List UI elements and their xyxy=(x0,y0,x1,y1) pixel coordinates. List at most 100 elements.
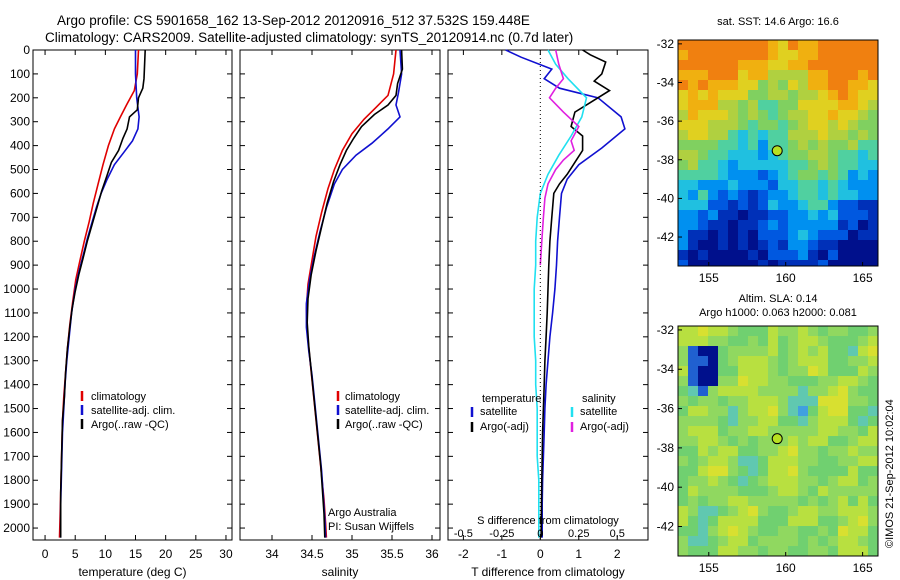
sst-map-cell xyxy=(808,230,818,240)
sst-map-cell xyxy=(848,180,858,190)
sst-map-cell xyxy=(728,200,738,210)
sla-map-ytick-label: -40 xyxy=(657,480,675,494)
sla-map-cell xyxy=(738,466,748,476)
sst-map-cell xyxy=(738,190,748,200)
sla-map-cell xyxy=(808,436,818,446)
sst-map-cell xyxy=(818,150,828,160)
sla-map-cell xyxy=(798,366,808,376)
sla-map-cell xyxy=(678,526,688,536)
sla-map-cell xyxy=(818,396,828,406)
sst-map-cell xyxy=(758,180,768,190)
sst-map-cell xyxy=(858,140,868,150)
sla-map-cell xyxy=(778,506,788,516)
sst-map-cell xyxy=(818,170,828,180)
sla-map-cell xyxy=(828,346,838,356)
sla-map-cell xyxy=(708,356,718,366)
sst-map-cell xyxy=(678,140,688,150)
sst-map-cell xyxy=(678,150,688,160)
sst-map-cell xyxy=(828,110,838,120)
sst-map-cell xyxy=(738,40,748,50)
sst-map-cell xyxy=(768,100,778,110)
sla-map-cell xyxy=(828,416,838,426)
sst-map-cell xyxy=(828,40,838,50)
sst-map-cell xyxy=(678,170,688,180)
sla-map-cell xyxy=(788,456,798,466)
sst-map-cell xyxy=(728,40,738,50)
sla-map-cell xyxy=(738,336,748,346)
sla-map-cell xyxy=(868,546,878,556)
sla-map-cell xyxy=(778,526,788,536)
sla-map-cell xyxy=(698,436,708,446)
sst-map-cell xyxy=(838,70,848,80)
sst-map-cell xyxy=(858,80,868,90)
sst-map-cell xyxy=(848,250,858,260)
sla-map-cell xyxy=(678,496,688,506)
sla-map-cell xyxy=(678,396,688,406)
sst-map-cell xyxy=(868,180,878,190)
sla-map-cell xyxy=(708,466,718,476)
sla-map-cell xyxy=(678,456,688,466)
sla-map-cell xyxy=(718,496,728,506)
sst-map-cell xyxy=(838,120,848,130)
sla-map-cell xyxy=(698,406,708,416)
sla-map-cell xyxy=(868,436,878,446)
sla-map-cell xyxy=(778,416,788,426)
sst-map-cell xyxy=(828,150,838,160)
sla-map-cell xyxy=(818,456,828,466)
sst-map-cell xyxy=(758,190,768,200)
temperature-ytick-label: 1900 xyxy=(3,497,30,511)
difference-legend-entry: Argo(-adj) xyxy=(480,421,529,433)
sst-map-cell xyxy=(728,130,738,140)
sla-map-cell xyxy=(838,376,848,386)
sla-map-cell xyxy=(688,416,698,426)
sla-map-cell xyxy=(828,386,838,396)
sst-map-cell xyxy=(868,250,878,260)
sst-map-cell xyxy=(868,50,878,60)
sst-map-cell xyxy=(738,110,748,120)
sla-map-cell xyxy=(838,446,848,456)
sst-map-cell xyxy=(708,230,718,240)
sla-map-cell xyxy=(798,446,808,456)
sst-map-cell xyxy=(798,70,808,80)
sst-map-cell xyxy=(788,50,798,60)
sla-map-cell xyxy=(838,326,848,336)
sla-map-cell xyxy=(758,406,768,416)
sst-map-cell xyxy=(848,190,858,200)
sla-map-cell xyxy=(818,546,828,556)
sst-map-cell xyxy=(758,160,768,170)
sst-map-cell xyxy=(818,100,828,110)
sla-map-cell xyxy=(788,386,798,396)
sla-map-cell xyxy=(848,346,858,356)
sst-map-cell xyxy=(698,260,708,266)
sst-map-cell xyxy=(678,120,688,130)
sst-map-cell xyxy=(708,60,718,70)
sla-map-cell xyxy=(838,436,848,446)
sst-map-cell xyxy=(778,170,788,180)
sla-map-cell xyxy=(748,526,758,536)
sst-map-cell xyxy=(868,70,878,80)
sst-map-cell xyxy=(688,190,698,200)
sla-map-cell xyxy=(838,386,848,396)
difference-series-salinity-cyan xyxy=(533,49,588,538)
sla-map-cell xyxy=(708,476,718,486)
difference-stick-label: 0.5 xyxy=(610,528,625,540)
sst-map-cell xyxy=(718,250,728,260)
sst-map-cell xyxy=(778,50,788,60)
sla-map-cell xyxy=(848,376,858,386)
sst-map-cell xyxy=(788,200,798,210)
salinity-xlabel: salinity xyxy=(322,565,359,579)
sst-map-cell xyxy=(758,210,768,220)
sla-map-cell xyxy=(708,376,718,386)
sla-map-cell xyxy=(718,326,728,336)
sst-map-cell xyxy=(718,140,728,150)
sla-map-cell xyxy=(798,396,808,406)
sst-map-cell xyxy=(838,230,848,240)
sst-map-cell xyxy=(868,200,878,210)
sla-map-cell xyxy=(848,426,858,436)
sst-map-cell xyxy=(708,90,718,100)
sla-map-cell xyxy=(848,356,858,366)
sst-map-cell xyxy=(848,160,858,170)
sst-map-xtick-label: 165 xyxy=(853,271,873,285)
temperature-ytick-label: 100 xyxy=(10,67,30,81)
sst-map-cell xyxy=(798,90,808,100)
